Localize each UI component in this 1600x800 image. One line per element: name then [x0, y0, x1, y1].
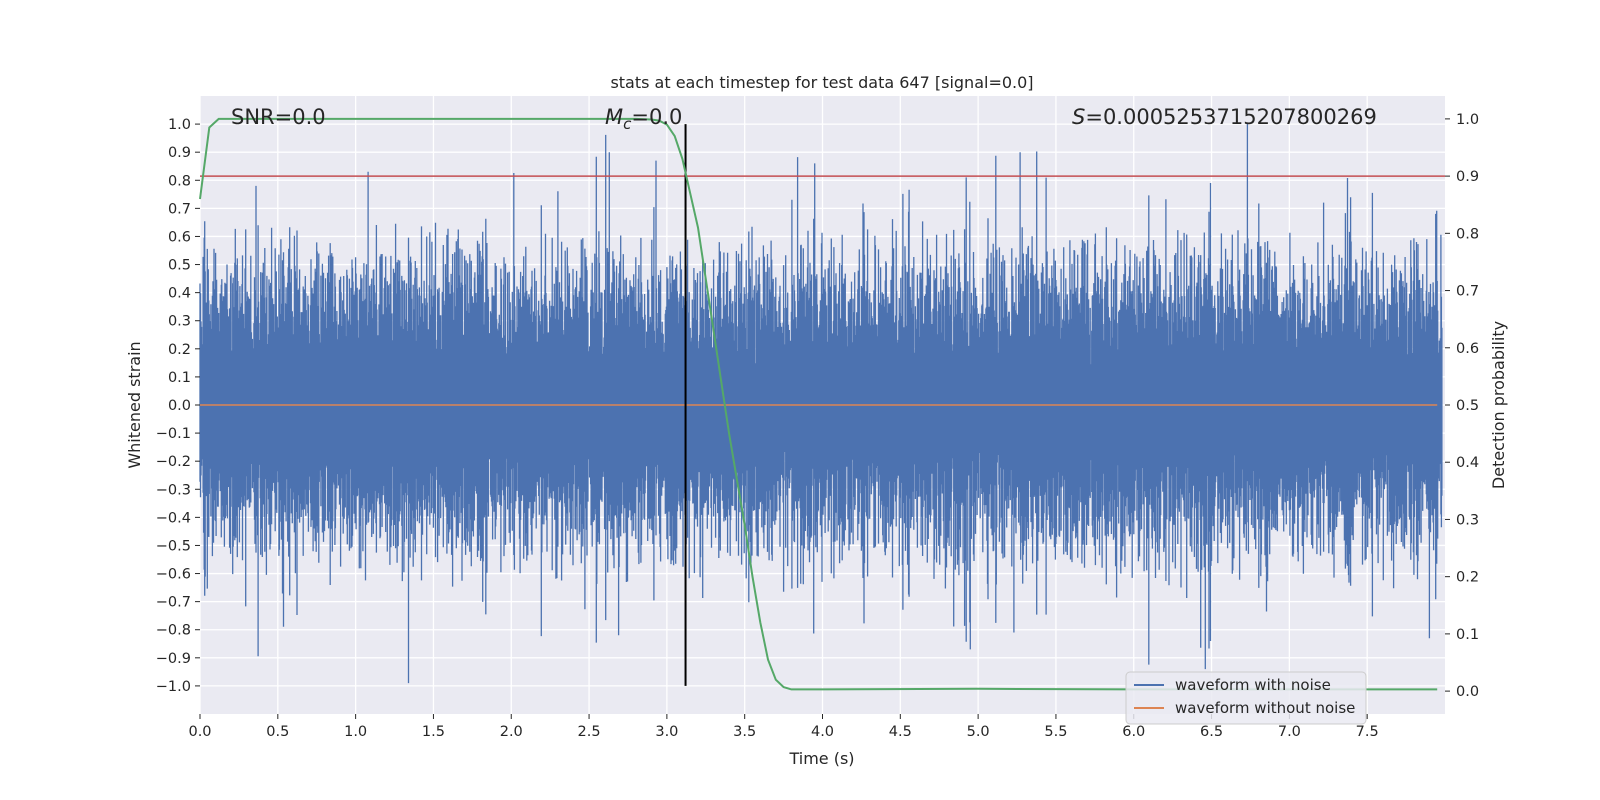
- x-tick-label: 2.0: [500, 724, 523, 740]
- y-tick-label: −0.5: [156, 538, 191, 554]
- mc-symbol: M: [605, 105, 623, 129]
- x-tick-label: 4.0: [811, 724, 834, 740]
- y2-tick-label: 1.0: [1456, 112, 1479, 128]
- y2-tick-label: 0.1: [1456, 627, 1479, 643]
- x-tick-label: 0.5: [266, 724, 289, 740]
- y2-tick-label: 0.7: [1456, 284, 1479, 300]
- y-tick-label: 1.0: [168, 117, 191, 133]
- y-tick-label: 0.8: [168, 173, 191, 189]
- x-tick-label: 5.5: [1044, 724, 1067, 740]
- y-tick-label: −0.9: [156, 651, 191, 667]
- x-tick-label: 6.0: [1122, 724, 1145, 740]
- y-tick-label: −0.2: [156, 454, 191, 470]
- x-tick-label: 0.0: [188, 724, 211, 740]
- y2-tick-label: 0.5: [1456, 398, 1479, 414]
- x-tick-label: 4.5: [889, 724, 912, 740]
- s-symbol: S: [1072, 105, 1085, 129]
- x-tick-label: 5.0: [967, 724, 990, 740]
- y-tick-label: 0.3: [168, 314, 191, 330]
- x-tick-label: 3.0: [655, 724, 678, 740]
- y-tick-label: −0.1: [156, 426, 191, 442]
- x-tick-label: 1.0: [344, 724, 367, 740]
- detection-probability-line: [199, 117, 1438, 691]
- y2-tick-label: 0.4: [1456, 455, 1479, 471]
- x-tick-label: 1.5: [422, 724, 445, 740]
- y-tick-label: 0.4: [168, 286, 191, 302]
- y-tick-label: 0.5: [168, 258, 191, 274]
- legend: waveform with noise waveform without noi…: [1125, 671, 1367, 725]
- s-value: =0.0005253715207800269: [1085, 105, 1377, 129]
- ticks: 0.0 0.5 1.0 1.5 2.0 2.5 3.0 3.5 4.0 4.5 5.0 5.5 6.0 6…: [156, 112, 1479, 740]
- s-annotation: S=0.0005253715207800269: [1072, 105, 1377, 129]
- x-tick-label: 3.5: [733, 724, 756, 740]
- y2-tick-label: 0.0: [1456, 684, 1479, 700]
- y-axis-label: Whitened strain: [125, 341, 144, 468]
- y-tick-label: 0.7: [168, 201, 191, 217]
- y-tick-label: 0.0: [168, 398, 191, 414]
- overlay: [199, 117, 1445, 691]
- y2-tick-label: 0.9: [1456, 169, 1479, 185]
- snr-annotation: SNR=0.0: [231, 105, 326, 129]
- y2-tick-label: 0.6: [1456, 341, 1479, 357]
- x-tick-label: 6.5: [1200, 724, 1223, 740]
- y-tick-label: −0.7: [156, 595, 191, 611]
- legend-label-noise: waveform with noise: [1175, 676, 1331, 694]
- y-tick-label: 0.1: [168, 370, 191, 386]
- mc-annotation: Mc=0.0: [605, 105, 682, 133]
- y-tick-label: 0.6: [168, 229, 191, 245]
- mc-subscript: c: [623, 115, 632, 133]
- y-tick-label: −0.8: [156, 623, 191, 639]
- x-tick-label: 7.0: [1278, 724, 1301, 740]
- y2-tick-label: 0.3: [1456, 512, 1479, 528]
- y-tick-label: −1.0: [156, 679, 191, 695]
- y-tick-label: 0.2: [168, 342, 191, 358]
- x-tick-label: 7.5: [1356, 724, 1379, 740]
- chart-title: stats at each timestep for test data 647…: [610, 73, 1033, 92]
- y-tick-label: 0.9: [168, 145, 191, 161]
- y-tick-label: −0.3: [156, 482, 191, 498]
- y-tick-label: −0.4: [156, 510, 191, 526]
- x-tick-label: 2.5: [578, 724, 601, 740]
- y2-tick-label: 0.8: [1456, 226, 1479, 242]
- legend-label-clean: waveform without noise: [1175, 699, 1355, 717]
- y-tick-label: −0.6: [156, 567, 191, 583]
- legend-box: [1125, 671, 1367, 725]
- y2-tick-label: 0.2: [1456, 570, 1479, 586]
- y2-axis-label: Detection probability: [1489, 321, 1508, 489]
- mc-value: =0.0: [631, 105, 682, 129]
- x-axis-label: Time (s): [788, 749, 854, 768]
